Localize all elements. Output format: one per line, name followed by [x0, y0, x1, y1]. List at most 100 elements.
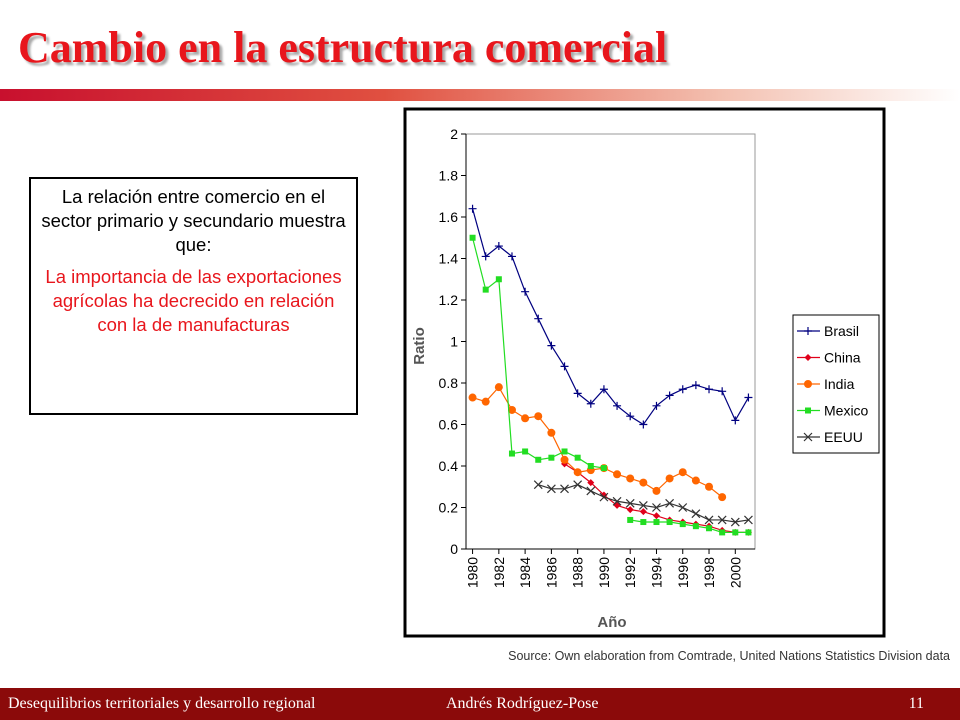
marker	[744, 515, 753, 525]
box-text: La relación entre comercio en el sector …	[41, 186, 346, 256]
x-tick-label: 1994	[648, 557, 664, 588]
marker	[600, 465, 607, 472]
marker	[625, 498, 635, 508]
marker	[494, 242, 503, 251]
series-line	[471, 208, 749, 426]
x-tick-label: 1988	[570, 557, 586, 588]
y-tick-label: 0.4	[439, 458, 459, 474]
marker	[612, 496, 622, 506]
footer-center: Andrés Rodríguez-Pose	[446, 695, 599, 712]
marker	[639, 478, 648, 487]
legend-label: Brasil	[824, 323, 859, 339]
marker	[613, 470, 622, 479]
y-tick-label: 1	[450, 334, 458, 350]
marker	[560, 455, 569, 464]
marker	[521, 414, 530, 423]
marker	[573, 468, 582, 477]
legend-marker	[804, 327, 812, 335]
marker	[744, 393, 753, 402]
footer-page: 11	[908, 695, 924, 712]
y-tick-label: 1.2	[439, 292, 459, 308]
marker	[587, 479, 595, 487]
marker	[547, 341, 556, 350]
marker	[533, 480, 543, 490]
marker	[508, 450, 515, 457]
x-tick-label: 1980	[465, 557, 481, 588]
legend-label: Mexico	[824, 403, 869, 419]
marker	[652, 512, 660, 520]
marker	[586, 399, 595, 408]
marker	[666, 519, 673, 526]
marker	[665, 498, 675, 508]
slide-title: Cambio en la estructura comercial	[18, 23, 668, 72]
marker	[705, 385, 714, 394]
marker	[521, 287, 530, 296]
x-tick-label: 1984	[517, 557, 533, 588]
legend-label: China	[824, 350, 861, 366]
y-axis-label: Ratio	[411, 327, 428, 365]
marker	[691, 381, 700, 390]
title-rule	[0, 89, 960, 101]
marker	[691, 476, 700, 485]
box-text: La importancia de las exportaciones agrí…	[45, 266, 342, 336]
marker	[599, 492, 609, 502]
marker	[561, 448, 568, 455]
marker	[481, 252, 490, 261]
marker	[691, 509, 701, 519]
marker	[522, 448, 529, 455]
marker	[507, 405, 516, 414]
marker	[678, 385, 687, 394]
x-tick-label: 1986	[543, 557, 559, 588]
marker	[469, 234, 476, 241]
legend-marker	[804, 380, 812, 388]
marker	[560, 484, 569, 494]
marker	[534, 314, 543, 323]
y-tick-label: 1.4	[439, 251, 459, 267]
marker	[534, 412, 543, 421]
marker	[481, 397, 490, 406]
marker	[732, 529, 739, 536]
marker	[560, 362, 569, 371]
marker	[638, 501, 648, 510]
y-tick-label: 1.8	[439, 168, 459, 184]
marker	[482, 286, 489, 293]
y-tick-label: 0	[450, 541, 458, 557]
x-tick-label: 1992	[622, 557, 638, 588]
y-tick-label: 1.6	[439, 209, 459, 225]
legend-label: EEUU	[824, 429, 863, 445]
marker	[626, 474, 635, 483]
y-tick-label: 0.6	[439, 417, 459, 433]
marker	[717, 515, 727, 525]
marker	[679, 521, 686, 528]
marker	[653, 519, 660, 526]
marker	[704, 515, 714, 525]
source-note: Source: Own elaboration from Comtrade, U…	[508, 649, 950, 663]
marker	[678, 468, 687, 477]
marker	[586, 486, 596, 496]
marker	[468, 204, 477, 213]
marker	[573, 480, 583, 490]
y-tick-label: 0.8	[439, 375, 459, 391]
marker	[706, 525, 713, 532]
marker	[665, 474, 674, 483]
marker	[718, 387, 727, 396]
marker	[665, 391, 674, 400]
x-tick-label: 1982	[491, 557, 507, 588]
marker	[573, 389, 582, 398]
marker	[587, 463, 594, 469]
x-tick-label: 2000	[727, 557, 743, 588]
marker	[719, 529, 726, 536]
marker	[692, 523, 699, 530]
text-box: La relación entre comercio en el sector …	[29, 177, 358, 415]
marker	[639, 420, 648, 429]
marker	[626, 506, 634, 514]
marker	[652, 503, 661, 512]
y-tick-label: 2	[450, 126, 458, 142]
marker	[507, 252, 516, 261]
marker	[705, 482, 714, 491]
legend-marker	[804, 354, 812, 361]
marker	[547, 428, 556, 437]
x-tick-label: 1990	[596, 557, 612, 588]
marker	[718, 493, 727, 502]
